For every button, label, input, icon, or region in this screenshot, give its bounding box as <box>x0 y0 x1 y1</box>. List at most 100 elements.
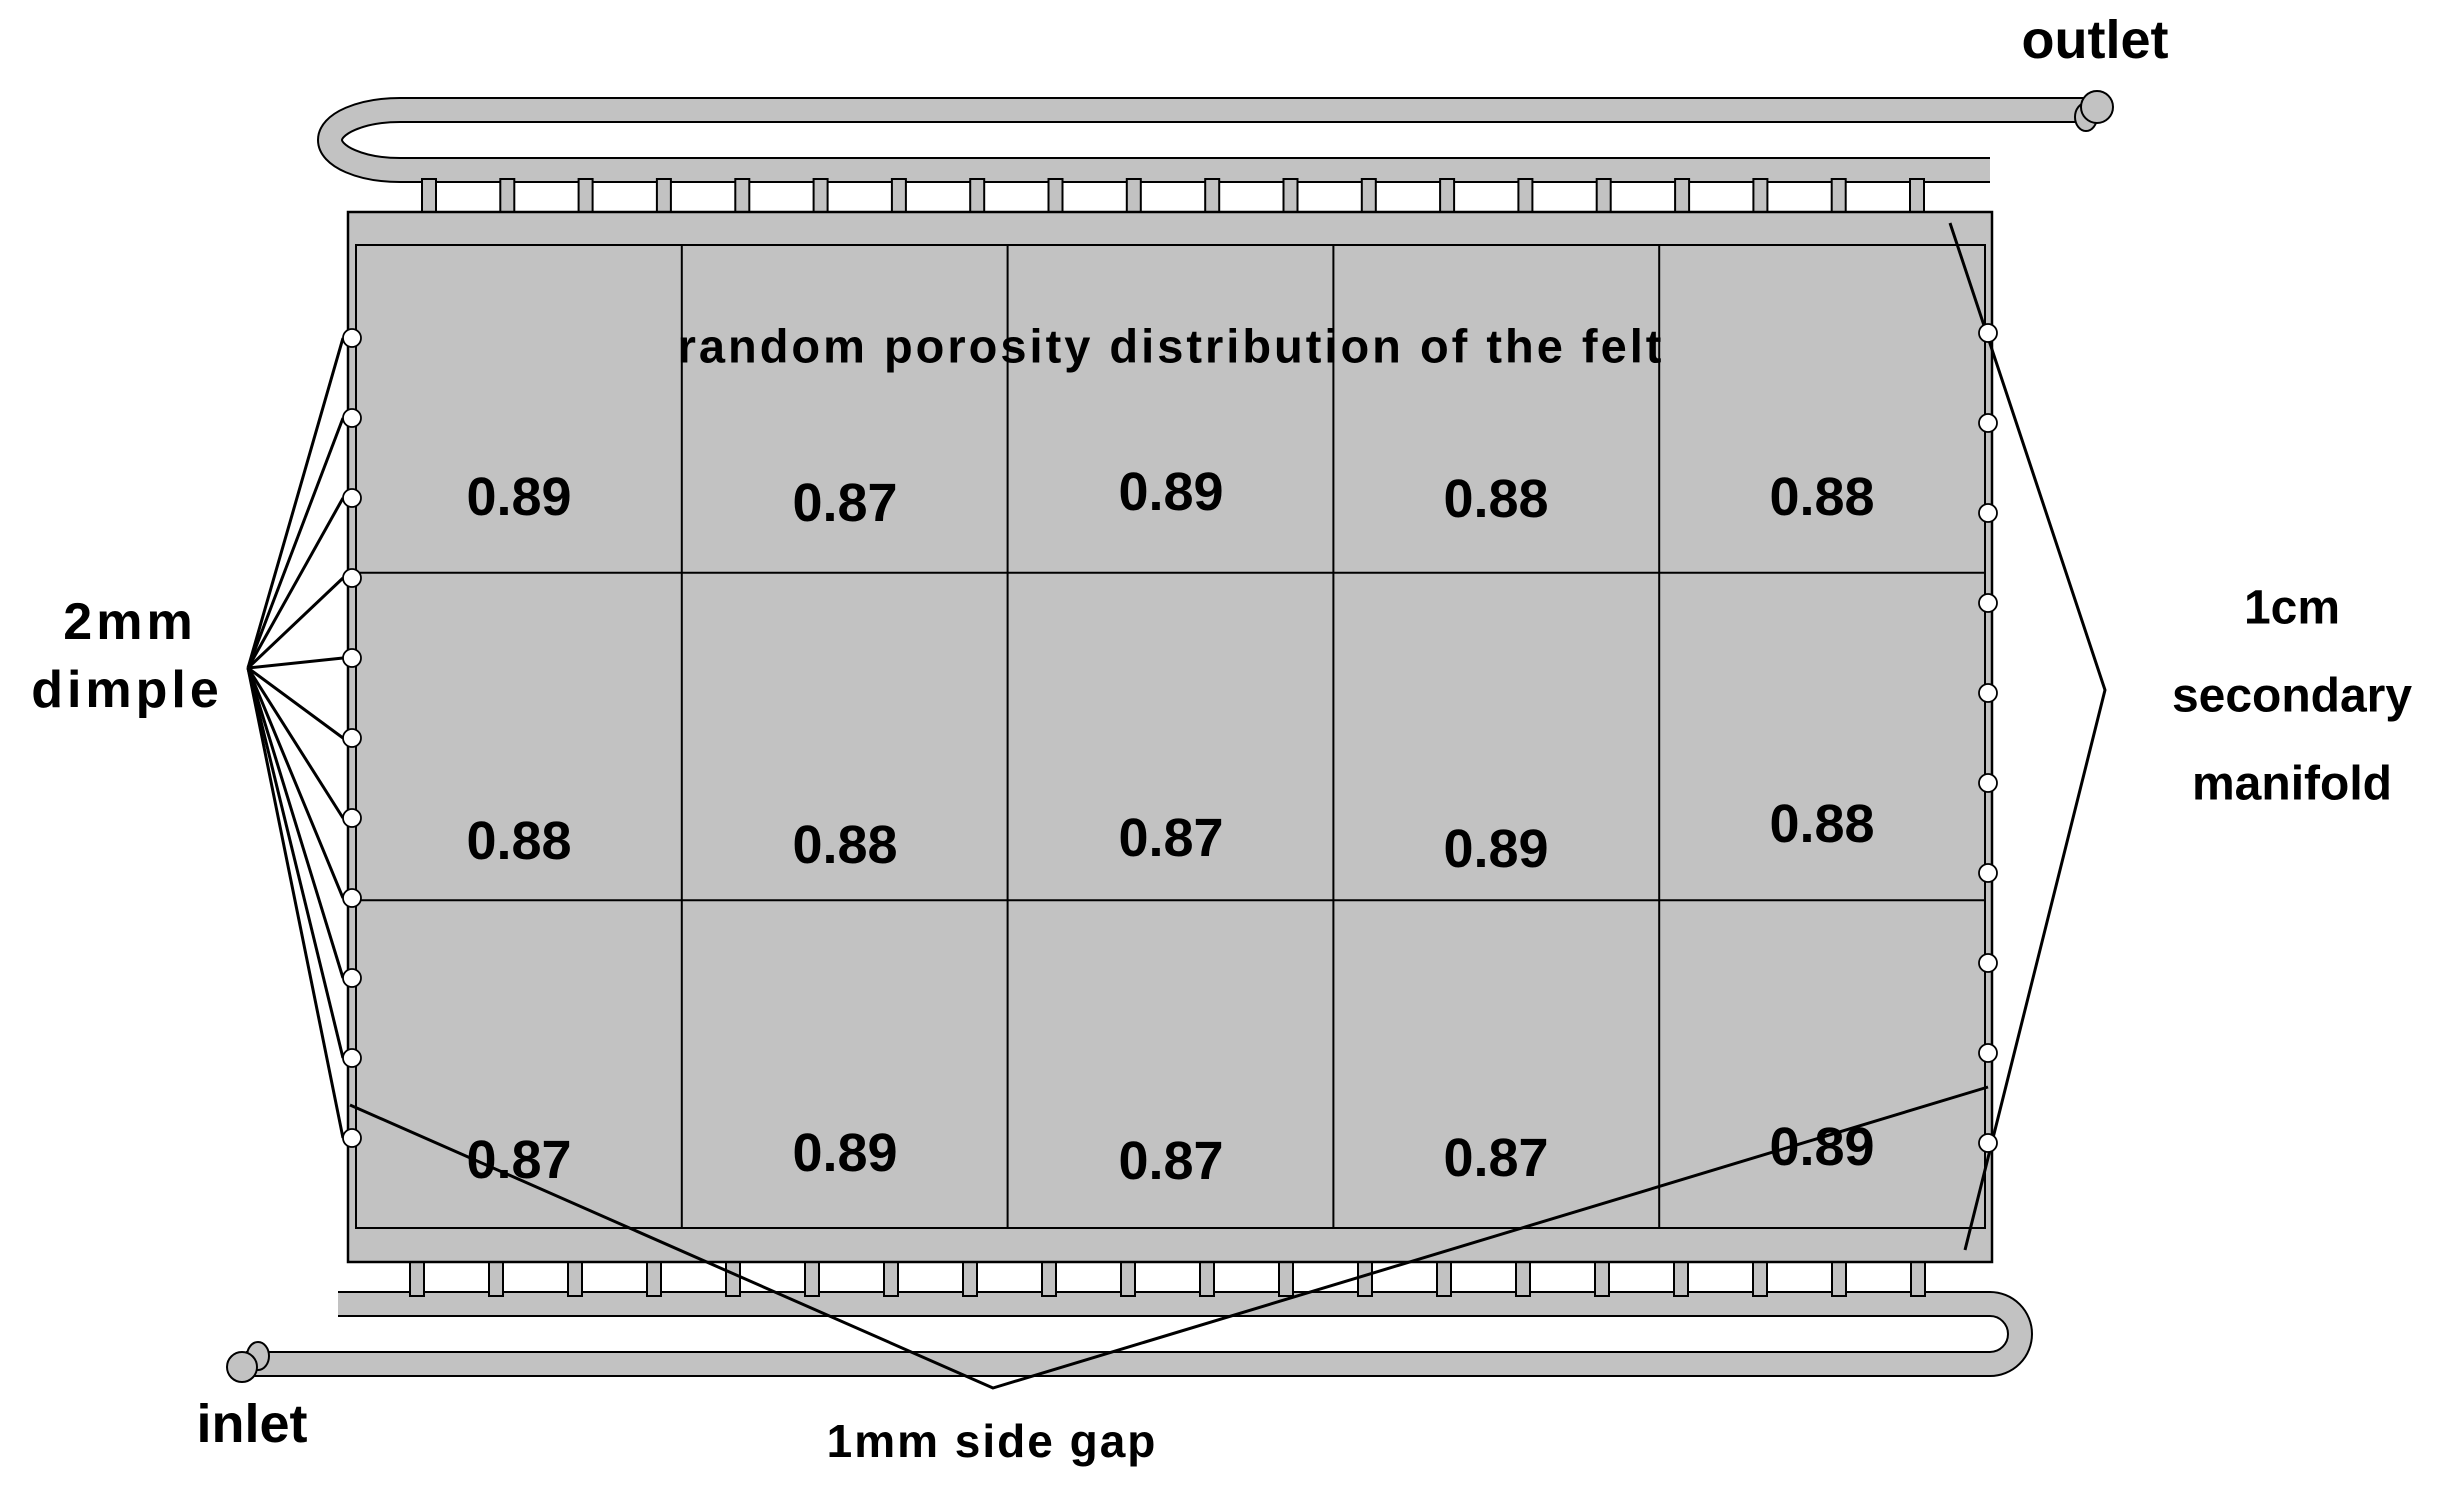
manifold-tooth <box>655 178 672 214</box>
dimple-marker <box>342 648 362 668</box>
manifold-tooth <box>1436 1260 1452 1297</box>
manifold-tooth <box>1674 178 1691 214</box>
inlet-pipe <box>246 1293 2031 1375</box>
manifold-tooth <box>1120 1260 1136 1297</box>
manifold-tooth <box>1360 178 1377 214</box>
manifold-opening-marker <box>1978 773 1998 793</box>
dimple-marker <box>342 408 362 428</box>
felt-grid-lines <box>356 245 1985 1228</box>
porosity-value: 0.88 <box>792 815 897 875</box>
manifold-tooth <box>1282 178 1299 214</box>
manifold-tooth <box>1752 1260 1768 1297</box>
porosity-value: 0.88 <box>1443 469 1548 529</box>
manifold-opening-marker <box>1978 593 1998 613</box>
dimple-marker <box>342 328 362 348</box>
right-edge-dimples <box>1978 323 1998 1153</box>
manifold-tooth <box>962 1260 978 1297</box>
dimple-marker <box>342 488 362 508</box>
manifold-label-line1: 1cm <box>2244 582 2340 635</box>
manifold-opening-marker <box>1978 953 1998 973</box>
dimple-marker <box>342 888 362 908</box>
manifold-tooth <box>1830 178 1847 214</box>
frame-outer-border <box>346 210 1994 1264</box>
dimple-marker <box>342 728 362 748</box>
manifold-tooth <box>725 1260 741 1297</box>
manifold-label-line2: secondary <box>2172 670 2412 723</box>
manifold-tooth <box>1278 1260 1294 1297</box>
manifold-tooth <box>1199 1260 1215 1297</box>
dimple-label-line1: 2mm <box>63 593 196 651</box>
outlet-label: outlet <box>2022 10 2169 70</box>
inlet-port-ball <box>226 1351 258 1383</box>
porosity-value: 0.89 <box>1118 462 1223 522</box>
top-manifold-teeth <box>421 178 1925 214</box>
porosity-value: 0.88 <box>1769 794 1874 854</box>
porosity-value: 0.89 <box>1769 1117 1874 1177</box>
manifold-opening-marker <box>1978 1133 1998 1153</box>
manifold-tooth <box>409 1260 425 1297</box>
inlet-label: inlet <box>196 1394 307 1454</box>
secondary-manifold-callout-line <box>1948 222 2107 1251</box>
dimple-marker <box>342 1048 362 1068</box>
manifold-opening-marker <box>1978 503 1998 523</box>
porosity-value: 0.89 <box>792 1123 897 1183</box>
dimple-fan-line <box>246 667 345 979</box>
manifold-tooth <box>1517 178 1534 214</box>
dimple-fan-line <box>246 667 345 1059</box>
dimple-fan-line <box>246 576 345 670</box>
manifold-tooth <box>804 1260 820 1297</box>
porosity-value: 0.88 <box>466 811 571 871</box>
callouts <box>246 222 2107 1390</box>
dimple-label-line2: dimple <box>31 661 223 719</box>
manifold-tooth <box>1594 1260 1610 1297</box>
porosity-value: 0.89 <box>466 467 571 527</box>
manifold-opening-marker <box>1978 413 1998 433</box>
side-gap-callout-line <box>349 1085 1989 1390</box>
porosity-value: 0.87 <box>792 473 897 533</box>
porosity-value: 0.87 <box>1118 1131 1223 1191</box>
dimple-fan-line <box>246 667 345 819</box>
bottom-manifold-teeth <box>409 1260 1926 1297</box>
manifold-tooth <box>734 178 751 214</box>
porosity-title: random porosity distribution of the felt <box>678 320 1665 373</box>
manifold-tooth <box>1047 178 1064 214</box>
manifold-tooth <box>883 1260 899 1297</box>
dimple-fan-line <box>246 667 345 899</box>
manifold-tooth <box>1831 1260 1847 1297</box>
manifold-tooth <box>812 178 829 214</box>
outlet-pipe <box>319 99 2094 181</box>
dimple-fan-line <box>247 656 344 670</box>
manifold-opening-marker <box>1978 323 1998 343</box>
left-edge-dimples <box>342 328 362 1148</box>
top-manifold <box>317 90 2114 214</box>
manifold-tooth <box>1439 178 1456 214</box>
manifold-opening-marker <box>1978 683 1998 703</box>
dimple-marker <box>342 568 362 588</box>
manifold-tooth <box>421 178 437 214</box>
porosity-value: 0.88 <box>1769 467 1874 527</box>
dimple-marker <box>342 968 362 988</box>
manifold-tooth <box>1041 1260 1057 1297</box>
manifold-opening-marker <box>1978 863 1998 883</box>
dimple-fan-lines <box>246 337 345 1139</box>
manifold-tooth <box>1595 178 1612 214</box>
manifold-tooth <box>969 178 986 214</box>
porosity-value: 0.87 <box>466 1130 571 1190</box>
manifold-tooth <box>488 1260 504 1297</box>
dimple-fan-line <box>246 417 345 669</box>
porosity-value: 0.87 <box>1118 808 1223 868</box>
side-gap-label: 1mm side gap <box>827 1415 1158 1467</box>
manifold-opening-marker <box>1978 1043 1998 1063</box>
manifold-tooth <box>1515 1260 1531 1297</box>
porosity-value: 0.89 <box>1443 819 1548 879</box>
dimple-fan-line <box>246 497 345 669</box>
manifold-tooth <box>646 1260 662 1297</box>
manifold-tooth <box>567 1260 583 1297</box>
manifold-tooth <box>1909 178 1925 214</box>
dimple-marker <box>342 808 362 828</box>
porosity-values: 0.89 0.87 0.89 0.88 0.88 0.88 0.88 0.87 0.89 0.88… <box>466 462 1874 1191</box>
dimple-marker <box>342 1128 362 1148</box>
manifold-label-line3: manifold <box>2192 758 2392 811</box>
manifold-tooth <box>1125 178 1142 214</box>
